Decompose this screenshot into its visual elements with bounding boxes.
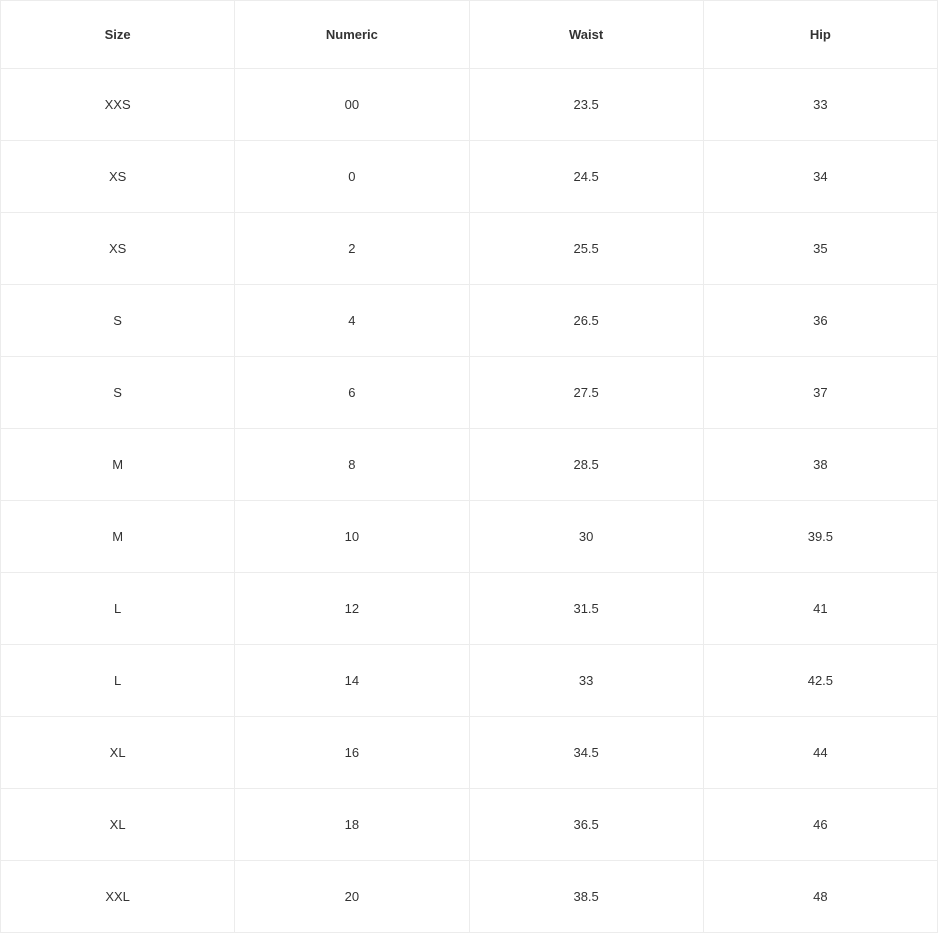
size-chart-table: Size Numeric Waist Hip XXS 00 23.5 33 XS… [0, 0, 938, 933]
table-row: S 6 27.5 37 [1, 357, 938, 429]
cell-size: S [1, 285, 235, 357]
table-row: S 4 26.5 36 [1, 285, 938, 357]
cell-size: XS [1, 213, 235, 285]
col-header-waist: Waist [469, 1, 703, 69]
table-row: L 12 31.5 41 [1, 573, 938, 645]
table-row: XXL 20 38.5 48 [1, 861, 938, 933]
cell-size: XXS [1, 69, 235, 141]
cell-hip: 48 [703, 861, 937, 933]
cell-numeric: 4 [235, 285, 469, 357]
cell-numeric: 20 [235, 861, 469, 933]
cell-waist: 26.5 [469, 285, 703, 357]
col-header-hip: Hip [703, 1, 937, 69]
cell-size: XXL [1, 861, 235, 933]
cell-waist: 33 [469, 645, 703, 717]
cell-numeric: 2 [235, 213, 469, 285]
cell-numeric: 12 [235, 573, 469, 645]
cell-waist: 30 [469, 501, 703, 573]
table-row: XL 18 36.5 46 [1, 789, 938, 861]
cell-size: L [1, 645, 235, 717]
table-row: XXS 00 23.5 33 [1, 69, 938, 141]
cell-numeric: 0 [235, 141, 469, 213]
cell-numeric: 18 [235, 789, 469, 861]
cell-size: M [1, 429, 235, 501]
table-row: XS 0 24.5 34 [1, 141, 938, 213]
cell-size: XL [1, 789, 235, 861]
cell-waist: 27.5 [469, 357, 703, 429]
cell-hip: 42.5 [703, 645, 937, 717]
cell-size: XL [1, 717, 235, 789]
cell-hip: 39.5 [703, 501, 937, 573]
cell-waist: 34.5 [469, 717, 703, 789]
cell-size: S [1, 357, 235, 429]
cell-waist: 23.5 [469, 69, 703, 141]
table-header-row: Size Numeric Waist Hip [1, 1, 938, 69]
cell-numeric: 8 [235, 429, 469, 501]
table-row: M 10 30 39.5 [1, 501, 938, 573]
cell-hip: 35 [703, 213, 937, 285]
cell-hip: 41 [703, 573, 937, 645]
cell-waist: 36.5 [469, 789, 703, 861]
table-row: XS 2 25.5 35 [1, 213, 938, 285]
cell-waist: 31.5 [469, 573, 703, 645]
table-row: M 8 28.5 38 [1, 429, 938, 501]
cell-numeric: 10 [235, 501, 469, 573]
cell-size: XS [1, 141, 235, 213]
cell-size: L [1, 573, 235, 645]
cell-hip: 38 [703, 429, 937, 501]
cell-waist: 28.5 [469, 429, 703, 501]
table-row: XL 16 34.5 44 [1, 717, 938, 789]
cell-waist: 38.5 [469, 861, 703, 933]
cell-numeric: 14 [235, 645, 469, 717]
cell-numeric: 00 [235, 69, 469, 141]
cell-hip: 46 [703, 789, 937, 861]
cell-hip: 34 [703, 141, 937, 213]
cell-numeric: 6 [235, 357, 469, 429]
cell-numeric: 16 [235, 717, 469, 789]
cell-hip: 37 [703, 357, 937, 429]
cell-hip: 44 [703, 717, 937, 789]
cell-size: M [1, 501, 235, 573]
cell-waist: 25.5 [469, 213, 703, 285]
cell-hip: 33 [703, 69, 937, 141]
table-row: L 14 33 42.5 [1, 645, 938, 717]
cell-hip: 36 [703, 285, 937, 357]
cell-waist: 24.5 [469, 141, 703, 213]
col-header-size: Size [1, 1, 235, 69]
col-header-numeric: Numeric [235, 1, 469, 69]
